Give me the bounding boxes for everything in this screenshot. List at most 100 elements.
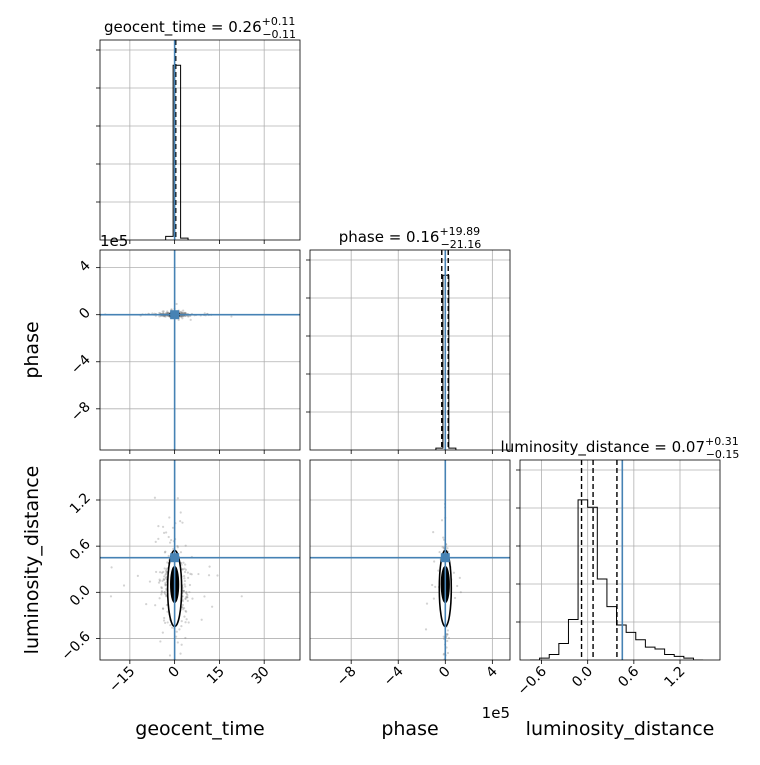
tick-label-y: −4: [68, 352, 94, 378]
scatter-point: [434, 585, 437, 589]
scatter-point: [181, 568, 184, 571]
scatter-point: [184, 597, 187, 600]
scatter-point: [158, 315, 161, 318]
scatter-point: [185, 618, 188, 621]
tick-label-x: −15: [106, 664, 138, 696]
scatter-point: [157, 537, 160, 540]
scatter-point: [160, 590, 164, 593]
scatter-point: [165, 311, 168, 315]
scatter-point: [161, 525, 165, 528]
truth-marker: [440, 553, 450, 563]
scatter-point: [181, 315, 184, 318]
scatter-point: [163, 591, 166, 594]
scatter-point: [183, 567, 186, 570]
scatter-point: [163, 567, 166, 570]
scatter-point: [145, 603, 148, 606]
scatter-point: [240, 595, 243, 598]
scatter-point: [164, 583, 167, 586]
frame-layer: [96, 39, 721, 664]
scatter-point: [175, 635, 178, 638]
scatter-point: [162, 312, 165, 315]
scatter-point: [148, 580, 152, 583]
panel-luminosity_distance-luminosity_distance: [530, 460, 704, 660]
tick-label-y: −8: [68, 399, 94, 425]
scatter-point: [158, 311, 161, 315]
scatter-point: [458, 576, 461, 579]
scatter-point: [165, 593, 168, 596]
tick-label-y: 0: [76, 305, 94, 323]
xlabel-phase: phase: [381, 718, 438, 740]
scatter-point: [442, 536, 445, 539]
scatter-point: [178, 628, 181, 631]
scatter-point: [175, 302, 178, 306]
histogram-geocent_time: [165, 64, 189, 240]
scatter-point: [186, 596, 189, 599]
scatter-point: [171, 526, 175, 529]
title-minus: −0.15: [706, 448, 740, 461]
scatter-point: [162, 619, 166, 622]
scatter-point: [447, 662, 449, 664]
scatter-point: [170, 539, 173, 542]
scatter-point: [182, 589, 185, 592]
scatter-point: [182, 608, 185, 611]
tick-label-x: 0.6: [615, 663, 642, 690]
scatter-point: [164, 315, 167, 318]
scatter-point: [180, 310, 183, 313]
scatter-point: [181, 603, 184, 607]
scatter-point: [447, 636, 451, 640]
scatter-point: [446, 547, 449, 550]
scatter-point: [165, 570, 168, 573]
scatter-point: [158, 597, 161, 600]
title-plus: +0.11: [262, 15, 296, 28]
scatter-point: [164, 581, 167, 584]
scatter-point: [179, 511, 182, 514]
tick-label-y: 1.2: [67, 490, 94, 517]
scatter-point: [184, 636, 187, 640]
scatter-point: [187, 621, 190, 624]
scatter-point: [437, 569, 440, 572]
scatter-point: [164, 621, 167, 625]
scatter-point: [165, 567, 168, 570]
scatter-point: [445, 633, 448, 636]
scale-label-phase-x: 1e5: [482, 704, 510, 722]
scatter-point: [189, 572, 192, 575]
scatter-point: [187, 315, 190, 318]
scatter-point: [160, 586, 163, 589]
tick-label-x: 1.2: [661, 664, 688, 691]
scatter-point: [164, 592, 167, 596]
scatter-point: [203, 312, 206, 315]
scatter-point: [109, 595, 113, 598]
title-value: geocent_time = 0.26: [104, 18, 262, 37]
scatter-point: [165, 571, 168, 574]
scatter-point: [155, 570, 158, 574]
scatter-point: [163, 315, 166, 318]
scatter-point: [158, 579, 162, 582]
scatter-point: [208, 565, 211, 568]
scatter-point: [166, 561, 169, 564]
scatter-point: [183, 570, 187, 574]
scatter-point: [185, 590, 188, 594]
histogram-luminosity_distance: [530, 499, 704, 660]
scatter-point: [165, 531, 168, 534]
scatter-point: [176, 544, 179, 548]
scatter-point: [166, 621, 169, 624]
scatter-point: [456, 584, 459, 588]
scatter-point: [179, 310, 182, 314]
scatter-point: [179, 652, 182, 655]
scatter-point: [441, 546, 444, 549]
scatter-point: [186, 599, 189, 602]
scatter-point: [184, 585, 187, 588]
scatter-point: [160, 591, 163, 594]
scatter-point: [459, 591, 462, 594]
xlabel-geocent_time: geocent_time: [135, 718, 264, 740]
scatter-point: [184, 311, 187, 314]
scatter-point: [180, 311, 183, 315]
title-luminosity_distance: luminosity_distance = 0.07+0.31 −0.15: [501, 435, 740, 461]
grid-layer: [100, 40, 720, 660]
scatter-point: [161, 571, 164, 574]
scatter-point: [200, 618, 203, 621]
scatter-point: [162, 570, 165, 574]
scatter-point: [184, 312, 187, 315]
scatter-point: [181, 600, 184, 603]
scatter-point: [432, 597, 435, 600]
